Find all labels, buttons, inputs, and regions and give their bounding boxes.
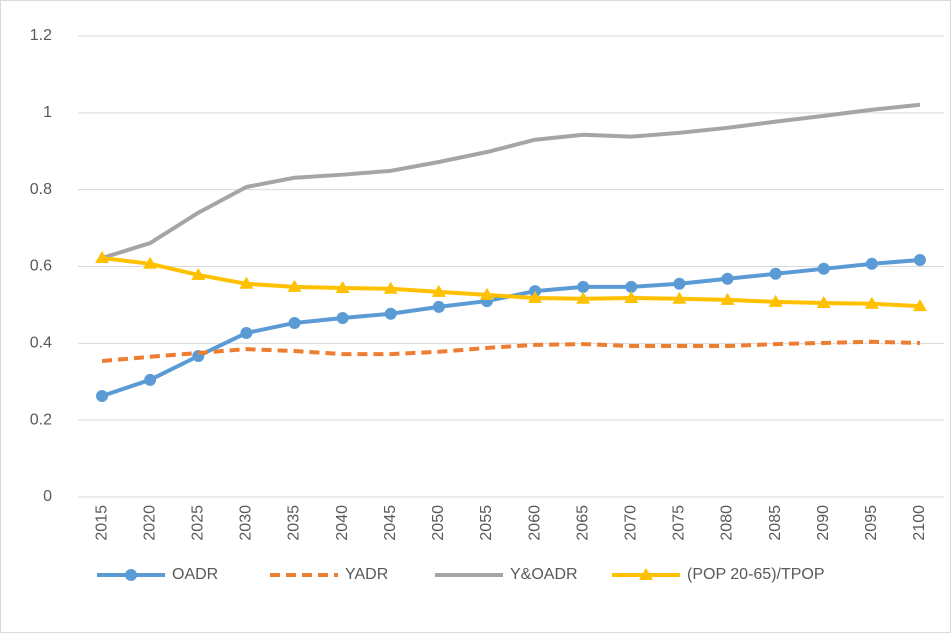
y-tick-label: 0 (43, 488, 52, 505)
x-tick-label: 2020 (141, 505, 158, 541)
y-tick-label: 1 (43, 104, 52, 121)
x-tick-label: 2050 (430, 505, 447, 541)
point-marker (817, 262, 830, 275)
point-marker (96, 389, 109, 402)
point-marker (625, 280, 638, 293)
legend-label: Y&OADR (510, 566, 578, 583)
x-tick-label: 2040 (334, 505, 351, 541)
legend-label: OADR (172, 566, 218, 583)
point-marker (577, 280, 590, 293)
point-marker (143, 256, 158, 269)
x-tick-label: 2060 (526, 505, 543, 541)
point-marker (288, 316, 301, 329)
y-tick-label: 0.6 (30, 258, 52, 275)
x-tick-label: 2065 (574, 505, 591, 541)
x-tick-label: 2085 (767, 505, 784, 541)
point-marker (383, 281, 398, 294)
point-marker (479, 287, 494, 300)
point-marker (720, 292, 735, 305)
point-marker (432, 300, 445, 313)
point-marker (240, 326, 253, 339)
point-marker (191, 267, 206, 280)
point-marker (576, 291, 591, 304)
x-tick-label: 2030 (238, 505, 255, 541)
y-tick-label: 0.2 (30, 411, 52, 428)
point-marker (912, 299, 927, 312)
point-marker (721, 272, 734, 285)
x-tick-label: 2015 (93, 505, 110, 541)
x-tick-label: 2100 (911, 505, 928, 541)
point-marker (816, 295, 831, 308)
y-tick-label: 1.2 (30, 27, 52, 44)
series-line (101, 102, 921, 260)
point-marker (624, 291, 639, 304)
x-tick-label: 2090 (815, 505, 832, 541)
point-marker (864, 296, 879, 309)
point-marker (768, 294, 783, 307)
x-tick-label: 2080 (719, 505, 736, 541)
x-tick-label: 2025 (189, 505, 206, 541)
point-marker (144, 373, 157, 386)
point-marker (528, 291, 543, 304)
x-tick-label: 2075 (671, 505, 688, 541)
legend-label: YADR (345, 566, 388, 583)
x-tick-label: 2035 (286, 505, 303, 541)
point-marker (769, 267, 782, 280)
series-line (101, 256, 921, 309)
legend-marker (639, 568, 653, 580)
point-marker (287, 279, 302, 292)
legend-label: (POP 20-65)/TPOP (687, 566, 825, 583)
point-marker (431, 284, 446, 297)
series-line (101, 339, 920, 363)
point-marker (865, 257, 878, 270)
point-marker (95, 251, 110, 264)
point-marker (335, 281, 350, 294)
x-tick-label: 2055 (478, 505, 495, 541)
point-marker (384, 307, 397, 320)
point-marker (336, 311, 349, 324)
point-marker (672, 291, 687, 304)
x-tick-label: 2070 (622, 505, 639, 541)
y-tick-label: 0.4 (30, 335, 52, 352)
y-tick-label: 0.8 (30, 181, 52, 198)
legend-marker (125, 569, 137, 581)
x-tick-label: 2095 (863, 505, 880, 541)
point-marker (239, 276, 254, 289)
x-tick-label: 2045 (382, 505, 399, 541)
point-marker (673, 277, 686, 290)
point-marker (913, 253, 926, 266)
